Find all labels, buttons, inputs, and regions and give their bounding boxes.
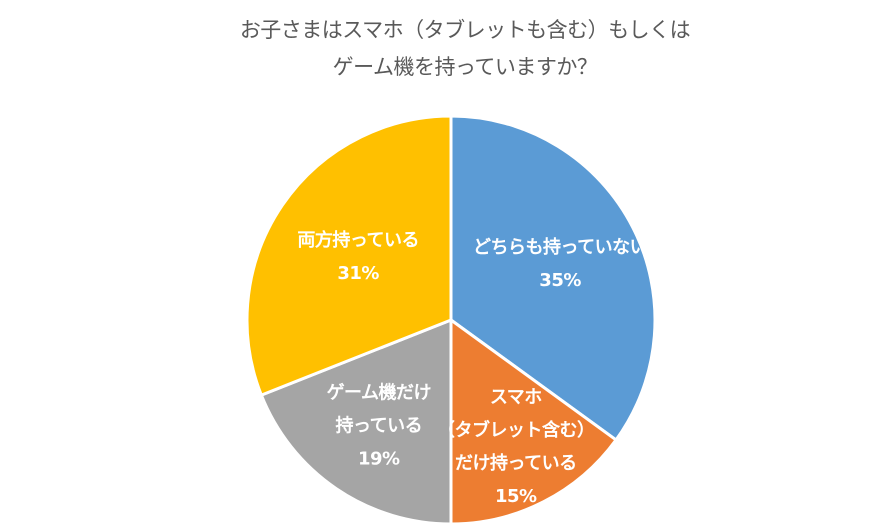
pie-slice-game-console-only [259, 318, 453, 526]
chart-title-line2: ゲーム機を持っていますか？ [332, 55, 598, 79]
chart-title: お子さまはスマホ（タブレットも含む）もしくは ゲーム機を持っていますか？ [239, 12, 691, 86]
pie-slice-neither [449, 114, 657, 442]
pie-slice-both [245, 114, 453, 397]
chart-title-line1: お子さまはスマホ（タブレットも含む）もしくは [239, 18, 691, 42]
pie-slice-smartphone-only [449, 318, 618, 526]
